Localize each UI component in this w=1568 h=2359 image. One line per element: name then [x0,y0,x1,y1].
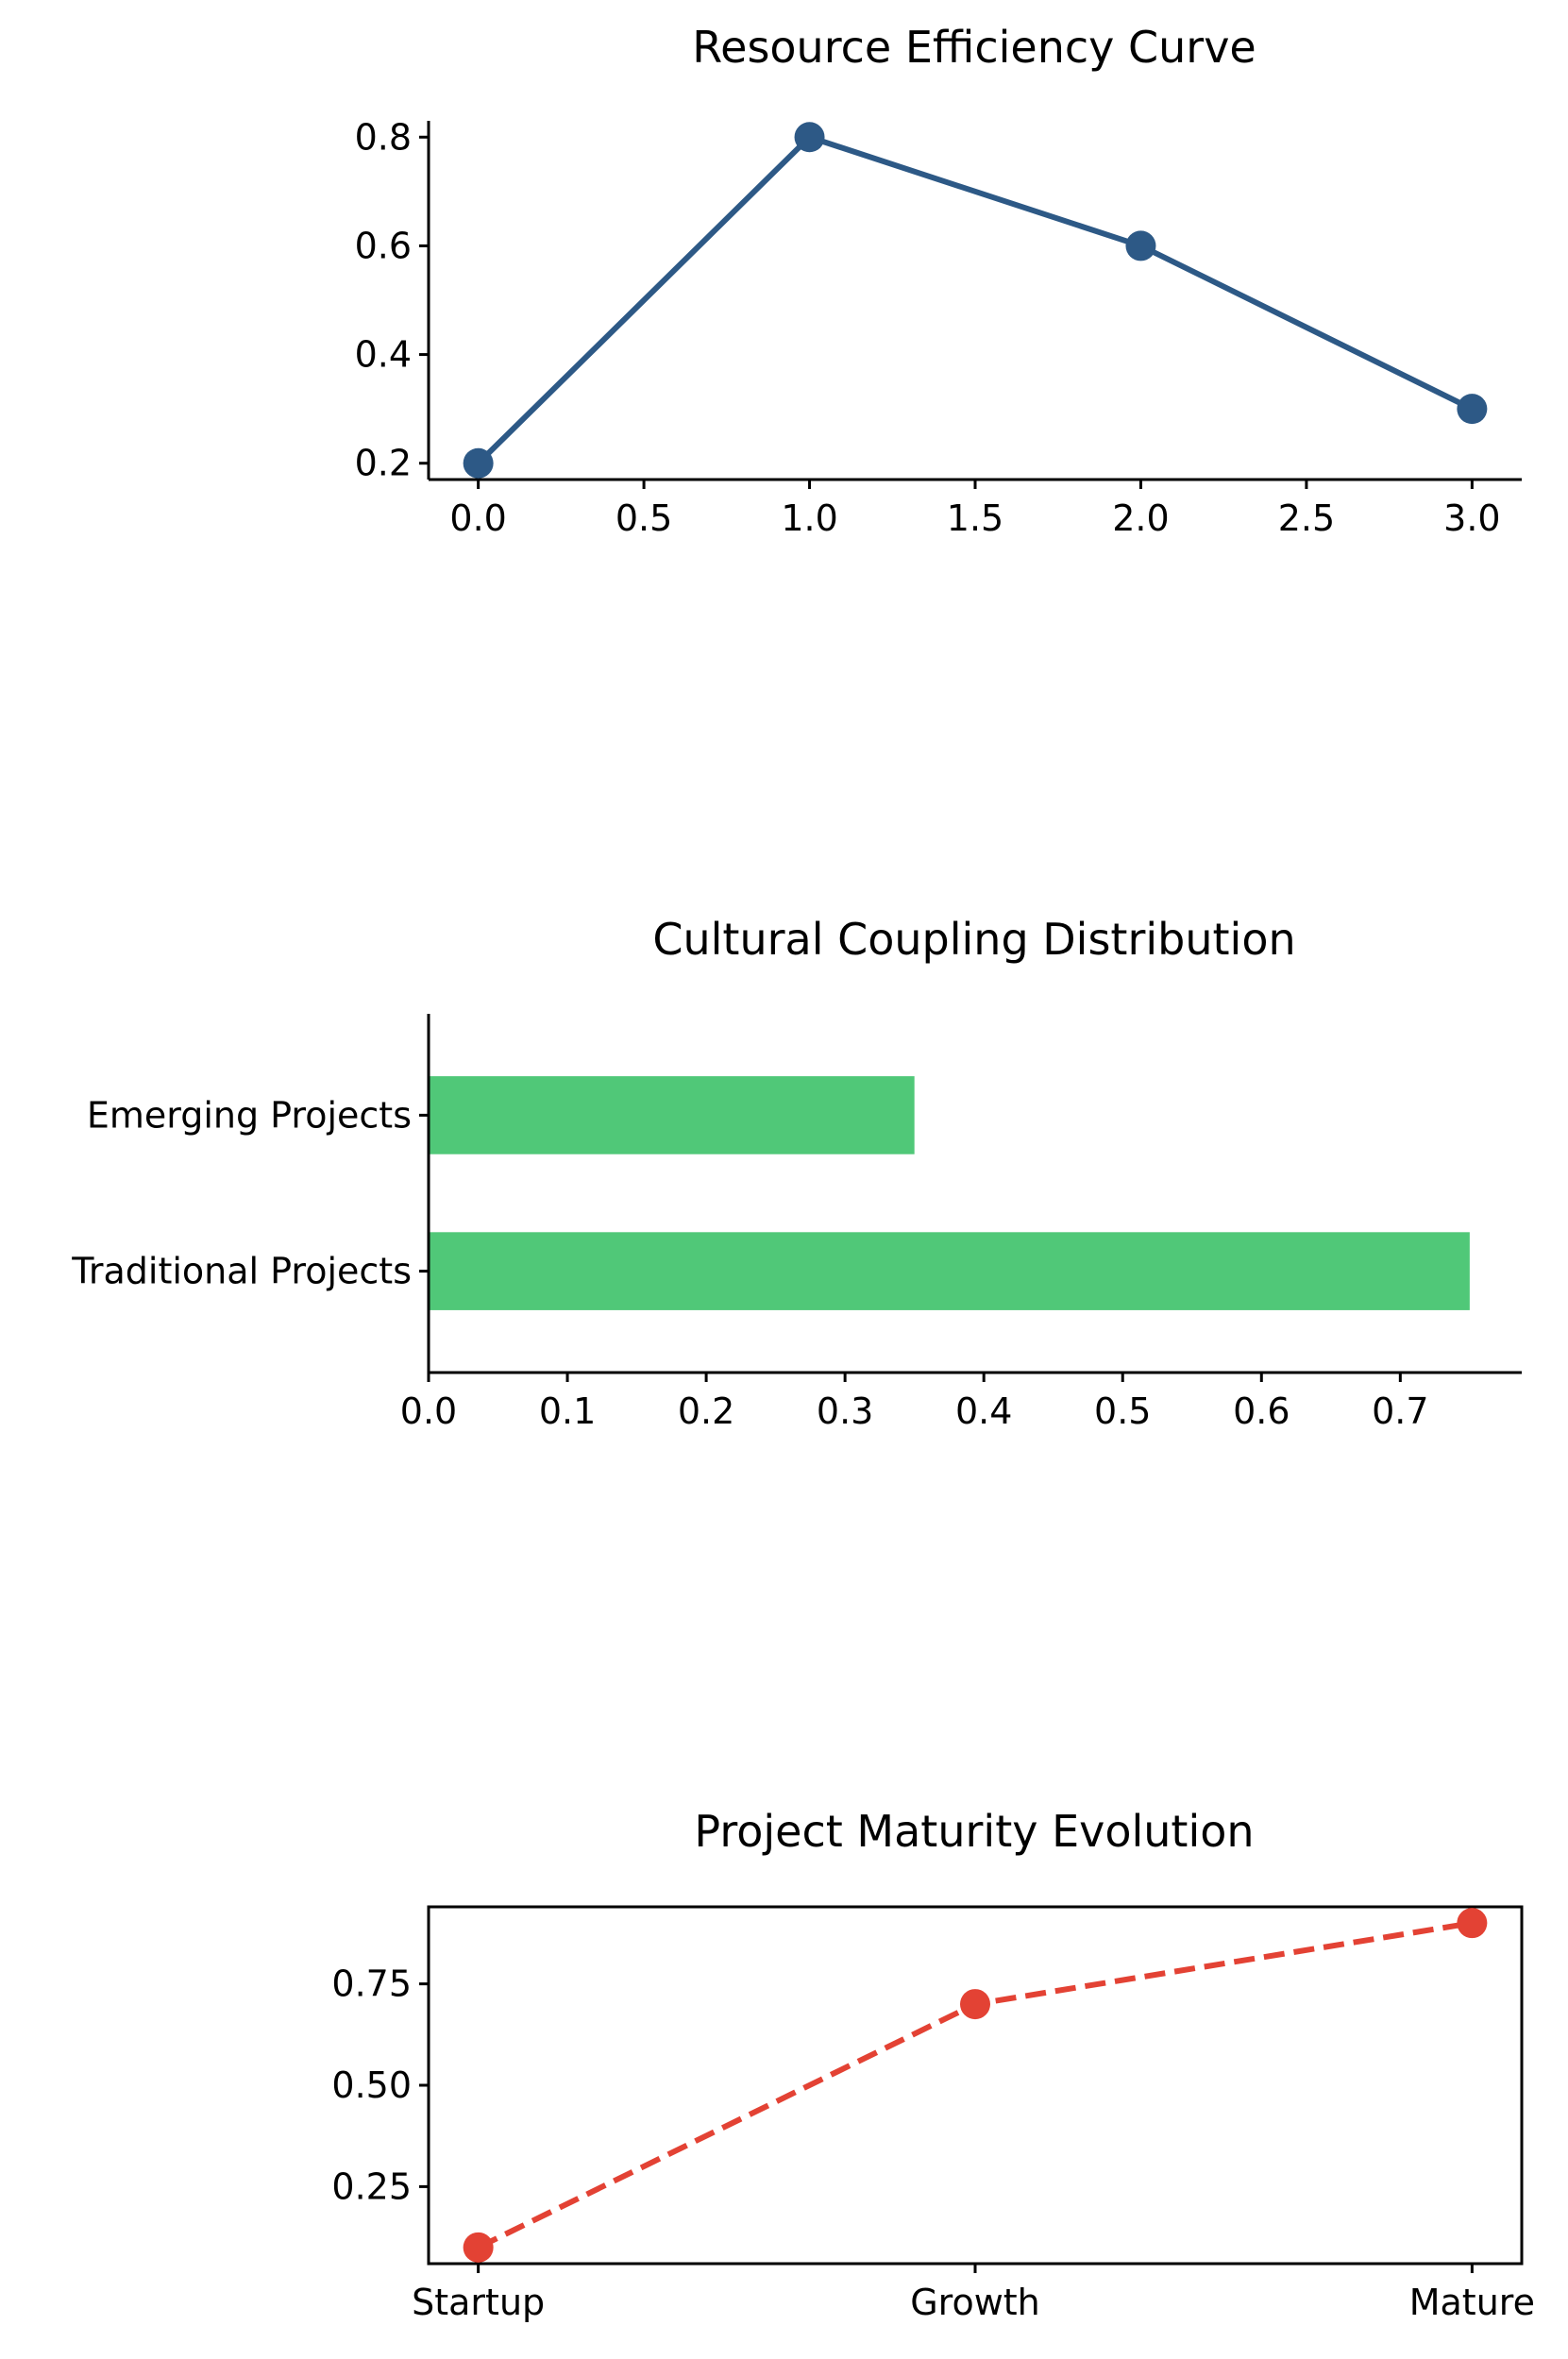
x-tick-label: 2.5 [1278,497,1335,539]
y-tick-label: 0.2 [355,443,412,484]
x-tick-label: 0.3 [817,1390,873,1432]
category-label: Traditional Projects [71,1251,412,1292]
y-tick-label: 0.50 [331,2064,412,2106]
plot-area: 0.0 0.5 1.0 1.5 2.0 2.5 3.0 0.2 0.4 0.6 0.8 [355,116,1522,539]
plot-area: Startup Growth Mature 0.25 0.50 0.75 [331,1905,1535,2323]
data-point [794,122,825,153]
x-tick-label: 0.2 [678,1390,734,1432]
x-tick-label: 1.5 [947,497,1003,539]
chart-title: Project Maturity Evolution [694,1806,1254,1857]
x-tick-label: Mature [1409,2282,1535,2323]
x-tick-label: 0.1 [539,1390,596,1432]
x-tick-label: 0.5 [615,497,672,539]
chart-title: Cultural Coupling Distribution [652,914,1295,965]
y-tick-label: 0.6 [355,225,412,266]
series-line [476,134,1474,465]
data-point [1457,1908,1488,1939]
x-tick-label: 0.5 [1094,1390,1151,1432]
x-tick-label: 0.6 [1233,1390,1290,1432]
x-tick-label: 0.0 [400,1390,457,1432]
x-tick-label: Startup [412,2282,545,2323]
plot-area: Traditional Projects Emerging Projects 0.0… [71,1014,1522,1432]
data-point [463,447,494,479]
chart-resource-efficiency: Resource Efficiency Curve 0.0 0.5 1.0 1.5 2.… [355,22,1522,539]
category-label: Emerging Projects [87,1094,412,1136]
data-point [960,1989,990,2020]
x-tick-label: Growth [910,2282,1040,2323]
x-tick-label: 0.0 [449,497,506,539]
x-tick-label: 3.0 [1443,497,1500,539]
y-tick-label: 0.8 [355,116,412,158]
chart-project-maturity: Project Maturity Evolution Startup Growth… [331,1806,1535,2323]
bar [429,1076,915,1154]
y-tick-label: 0.75 [331,1963,412,2005]
y-tick-label: 0.25 [331,2165,412,2207]
bar [429,1232,1470,1310]
y-tick-label: 0.4 [355,334,412,376]
x-tick-label: 2.0 [1112,497,1169,539]
chart-cultural-coupling: Cultural Coupling Distribution Tradition… [71,914,1522,1432]
data-point [1457,394,1488,425]
chart-title: Resource Efficiency Curve [692,22,1256,73]
x-tick-label: 0.4 [955,1390,1012,1432]
data-point [463,2232,494,2263]
data-point [1125,230,1156,261]
x-tick-label: 1.0 [781,497,837,539]
x-tick-label: 0.7 [1372,1390,1428,1432]
